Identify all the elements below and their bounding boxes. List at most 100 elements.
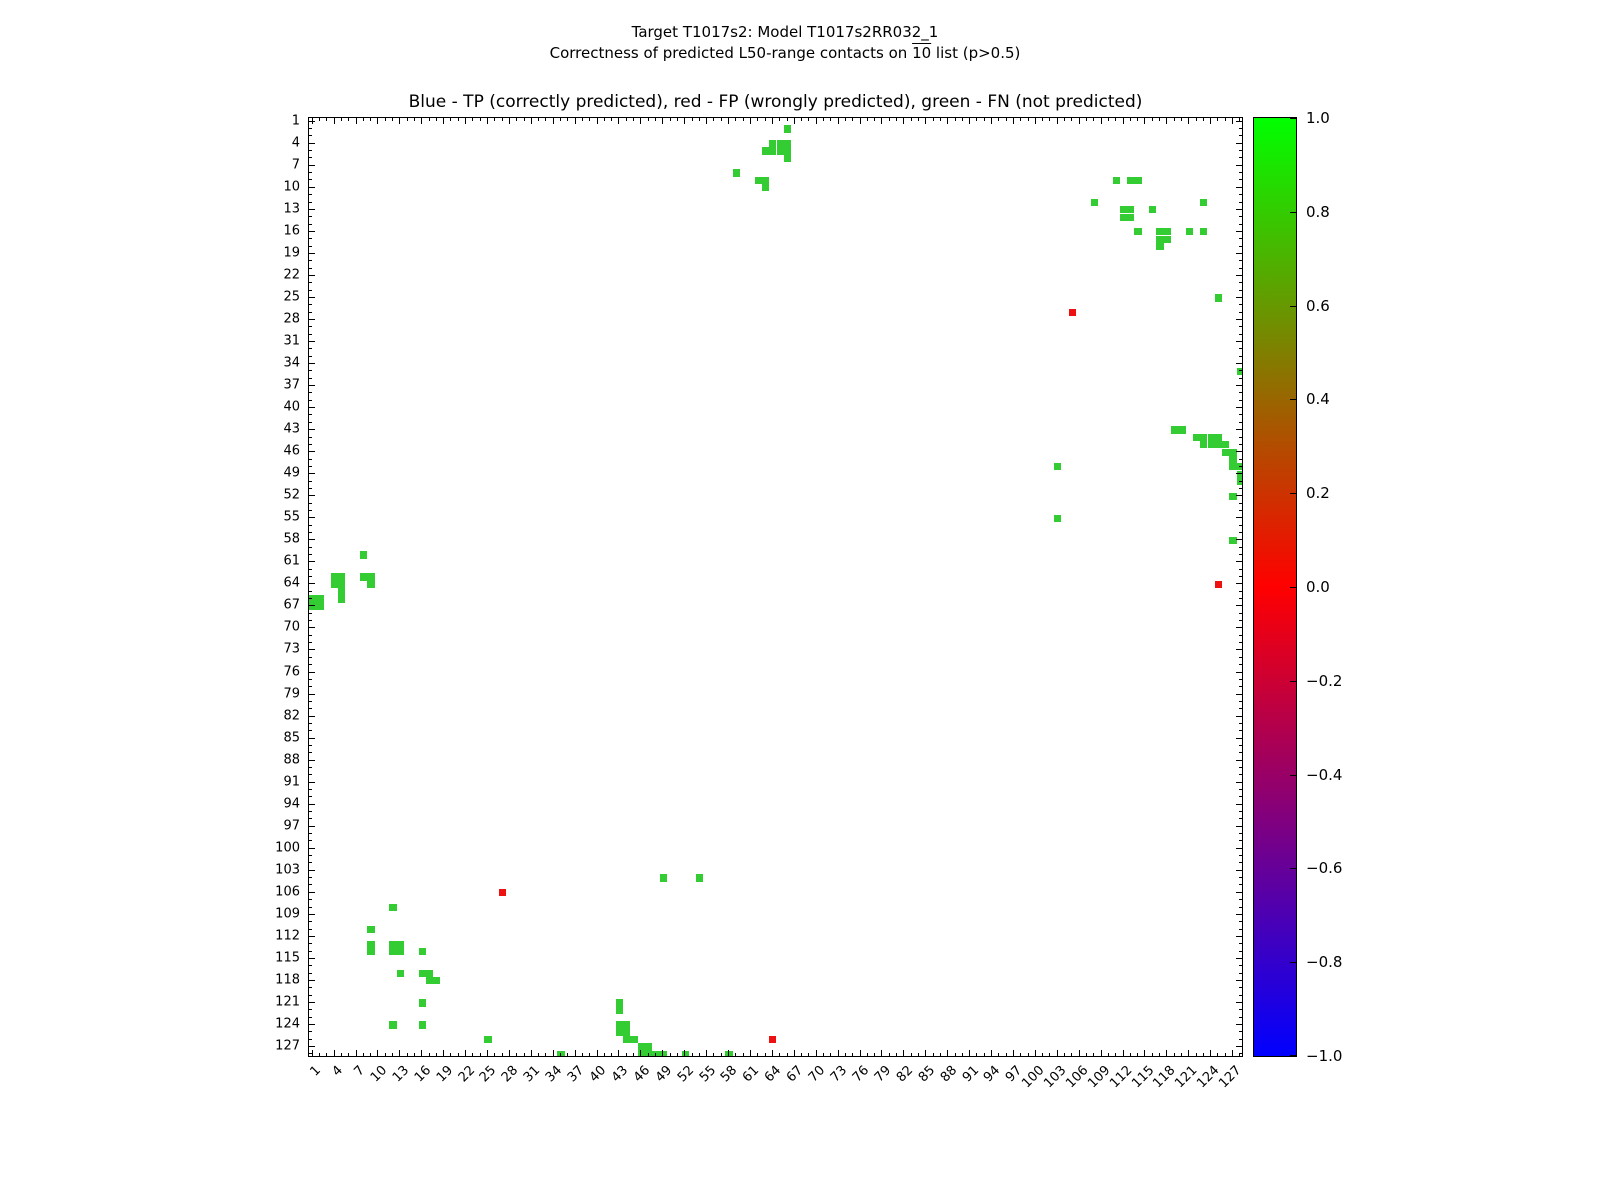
y-tick-label: 58 bbox=[283, 531, 300, 547]
contact-point bbox=[1112, 176, 1120, 185]
y-tick-label: 25 bbox=[283, 289, 300, 305]
x-tick-label: 127 bbox=[1216, 1063, 1245, 1092]
y-tick-label: 67 bbox=[283, 597, 300, 613]
contact-point bbox=[1192, 433, 1201, 442]
contact-point bbox=[1200, 198, 1208, 207]
contact-point bbox=[1156, 242, 1164, 251]
contact-point bbox=[623, 1021, 631, 1029]
contact-point bbox=[418, 969, 426, 978]
contact-point bbox=[1214, 580, 1223, 588]
contact-point bbox=[769, 140, 777, 148]
contact-point bbox=[776, 140, 784, 148]
contact-point bbox=[1214, 294, 1223, 302]
x-tick-label: 76 bbox=[849, 1063, 873, 1086]
contact-point bbox=[360, 573, 368, 581]
colorbar-tick-label: −1.0 bbox=[1306, 1047, 1343, 1065]
y-tick-label: 127 bbox=[275, 1038, 300, 1054]
colorbar-tick-label: −0.6 bbox=[1306, 859, 1343, 878]
contact-point bbox=[1214, 441, 1223, 449]
x-tick-label: 124 bbox=[1194, 1063, 1223, 1092]
y-tick-label: 22 bbox=[283, 267, 300, 283]
x-tick-label: 40 bbox=[586, 1063, 610, 1086]
contact-point bbox=[761, 176, 770, 185]
contact-point bbox=[769, 1036, 777, 1044]
contact-point bbox=[1134, 176, 1142, 185]
contact-point bbox=[338, 580, 346, 588]
contact-point bbox=[761, 147, 770, 155]
x-tick-label: 82 bbox=[893, 1063, 916, 1086]
figure-title-line2: Correctness of predicted L50-range conta… bbox=[0, 43, 1570, 64]
contact-point bbox=[557, 1050, 565, 1056]
contact-point bbox=[615, 999, 624, 1007]
contact-point bbox=[1200, 441, 1208, 449]
contact-point bbox=[681, 1050, 689, 1056]
contact-point bbox=[338, 573, 346, 581]
y-tick-label: 118 bbox=[275, 972, 300, 988]
y-tick-label: 13 bbox=[283, 201, 300, 217]
x-tick-label: 79 bbox=[871, 1063, 894, 1086]
y-tick-label: 7 bbox=[291, 157, 300, 173]
y-tick-label: 91 bbox=[283, 774, 300, 790]
y-tick-label: 16 bbox=[283, 223, 300, 239]
contact-point bbox=[1134, 228, 1142, 236]
contact-point bbox=[330, 573, 339, 581]
x-tick-label: 112 bbox=[1106, 1063, 1136, 1092]
contact-point bbox=[1127, 213, 1135, 221]
contact-point bbox=[725, 1050, 733, 1056]
y-tick-label: 34 bbox=[283, 355, 300, 371]
colorbar-tick bbox=[1290, 774, 1296, 776]
contact-point bbox=[1200, 228, 1208, 236]
x-tick-label: 58 bbox=[718, 1063, 741, 1086]
contact-point bbox=[1214, 433, 1223, 442]
y-tick-label: 4 bbox=[291, 135, 300, 151]
x-tick-label: 64 bbox=[762, 1063, 785, 1086]
x-tick-label: 94 bbox=[981, 1063, 1004, 1086]
contact-point bbox=[1207, 441, 1215, 449]
contact-point bbox=[396, 940, 404, 948]
colorbar-tick-label: 0.2 bbox=[1306, 484, 1330, 503]
figure-title-line2-suffix: list (p>0.5) bbox=[931, 44, 1021, 62]
contact-point bbox=[1178, 426, 1186, 434]
y-tick-label: 85 bbox=[283, 730, 300, 745]
y-tick-label: 100 bbox=[275, 840, 300, 856]
colorbar-tick-label: 1.0 bbox=[1306, 109, 1330, 127]
colorbar-tick bbox=[1290, 962, 1296, 964]
contact-point bbox=[1207, 433, 1215, 442]
x-tick-label: 52 bbox=[674, 1063, 697, 1086]
contact-point bbox=[1054, 514, 1062, 522]
contact-point bbox=[1229, 448, 1237, 456]
x-tick-label: 67 bbox=[784, 1063, 807, 1086]
contact-point bbox=[1236, 477, 1242, 486]
contact-point bbox=[1171, 426, 1179, 434]
y-tick-label: 97 bbox=[283, 818, 300, 834]
x-tick-label: 121 bbox=[1172, 1063, 1201, 1092]
figure-title-line2-overline: 10 bbox=[912, 44, 932, 62]
contact-point bbox=[1156, 228, 1164, 236]
colorbar-tick-label: 0.8 bbox=[1306, 202, 1330, 221]
y-tick-label: 43 bbox=[283, 421, 300, 437]
contact-point bbox=[425, 969, 434, 978]
y-tick-label: 70 bbox=[283, 619, 300, 635]
axes-title: Blue - TP (correctly predicted), red - F… bbox=[408, 92, 1143, 112]
contact-point bbox=[623, 1036, 631, 1044]
x-tick-label: 19 bbox=[433, 1063, 456, 1086]
x-tick-label: 55 bbox=[696, 1063, 719, 1086]
contact-point bbox=[645, 1043, 653, 1051]
contact-point bbox=[783, 140, 792, 148]
contact-point bbox=[1236, 463, 1242, 471]
contact-point bbox=[1156, 235, 1164, 243]
contact-point bbox=[309, 602, 317, 610]
colorbar-tick bbox=[1290, 305, 1296, 307]
x-tick-label: 109 bbox=[1085, 1063, 1114, 1092]
contact-point bbox=[338, 595, 346, 603]
contact-point bbox=[389, 1021, 397, 1029]
colorbar-tick bbox=[1290, 1055, 1296, 1056]
contact-point bbox=[754, 176, 762, 185]
contact-point bbox=[615, 1021, 624, 1029]
colorbar-tick bbox=[1290, 680, 1296, 682]
colorbar-tick-label: 0.0 bbox=[1306, 578, 1330, 596]
contact-point bbox=[1119, 213, 1128, 221]
x-tick-label: 1 bbox=[307, 1063, 325, 1080]
contact-point bbox=[696, 874, 704, 882]
contact-point bbox=[1229, 455, 1237, 464]
